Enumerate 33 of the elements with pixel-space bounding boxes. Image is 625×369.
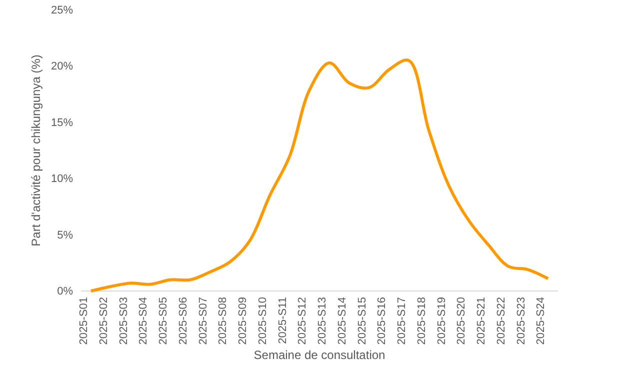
x-tick-label: 2025-S01 (78, 297, 90, 345)
x-tick-label: 2025-S19 (436, 297, 448, 345)
y-tick-label: 25% (50, 4, 74, 17)
x-tick-label: 2025-S15 (356, 297, 368, 345)
x-tick-label: 2025-S07 (197, 297, 210, 345)
x-tick-label: 2025-S23 (515, 297, 528, 345)
x-tick-label: 2025-S12 (296, 297, 309, 345)
x-tick-label: 2025-S08 (217, 297, 230, 345)
x-tick-label: 2025-S10 (256, 297, 269, 345)
x-tick-label: 2025-S18 (416, 297, 428, 345)
y-axis-title: Part d'activité pour chikungunya (%) (29, 54, 43, 246)
x-tick-label: 2025-S11 (276, 297, 289, 344)
y-tick-label: 20% (50, 60, 74, 73)
x-tick-label: 2025-S21 (476, 297, 488, 345)
x-tick-label: 2025-S05 (158, 297, 170, 345)
x-tick-label: 2025-S22 (495, 297, 508, 345)
x-tick-label: 2025-S17 (396, 297, 408, 345)
x-tick-label: 2025-S24 (535, 297, 548, 345)
x-tick-label: 2025-S04 (138, 297, 150, 345)
x-tick-label: 2025-S20 (456, 297, 468, 345)
x-tick-label: 2025-S09 (237, 297, 250, 345)
x-tick-label: 2025-S03 (118, 297, 130, 345)
y-tick-label: 10% (50, 173, 74, 186)
x-tick-label: 2025-S16 (376, 297, 388, 345)
x-tick-label: 2025-S02 (98, 297, 110, 345)
line-series (89, 59, 550, 292)
x-tick-label: 2025-S14 (336, 297, 348, 345)
x-tick-label: 2025-S06 (177, 297, 190, 345)
y-tick-label: 5% (57, 229, 74, 242)
y-tick-label: 0% (57, 286, 74, 298)
x-tick-label: 2025-S13 (316, 297, 329, 345)
x-axis-title: Semaine de consultation (254, 348, 386, 362)
y-tick-label: 15% (50, 116, 74, 129)
